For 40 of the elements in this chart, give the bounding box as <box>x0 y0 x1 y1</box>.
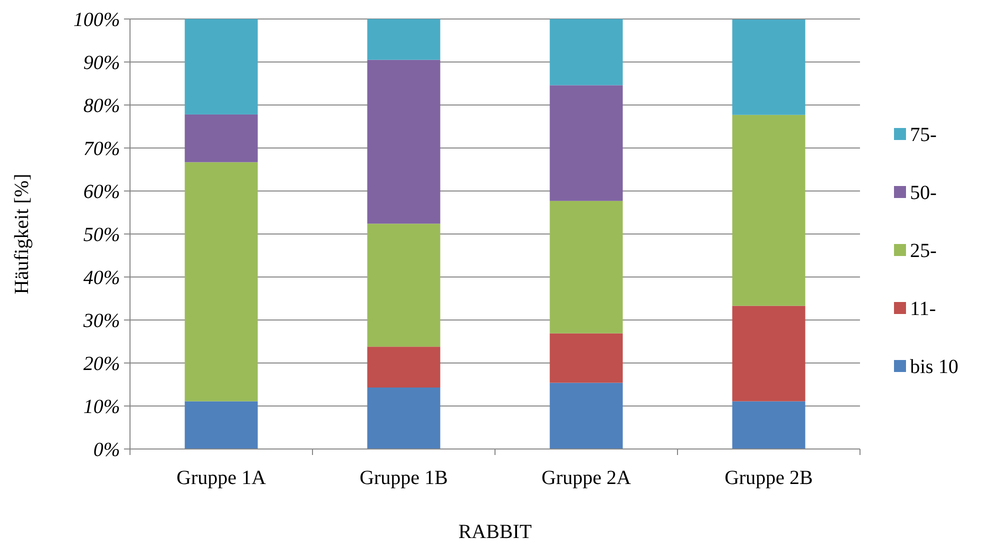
y-tick-label: 80% <box>83 95 120 117</box>
x-tick-label: Gruppe 1A <box>176 467 267 489</box>
y-tick-label: 10% <box>83 396 120 418</box>
legend-label: 25- <box>910 240 937 262</box>
bar <box>550 19 623 86</box>
bar <box>732 401 806 449</box>
bar <box>550 333 623 383</box>
bar <box>732 114 806 306</box>
y-tick-label: 60% <box>83 181 120 203</box>
bar <box>550 382 623 449</box>
x-tick-label: Gruppe 1B <box>360 467 448 489</box>
legend-label: 11- <box>910 298 936 320</box>
bar <box>367 60 440 224</box>
x-tick-label: Gruppe 2A <box>542 467 632 489</box>
bar <box>184 114 258 162</box>
legend-label: bis 10 <box>910 356 958 378</box>
y-tick-label: 50% <box>83 224 120 246</box>
x-tick-label: Gruppe 2B <box>724 467 813 489</box>
legend-label: 50- <box>910 182 937 204</box>
y-tick-label: 30% <box>82 310 120 332</box>
bar <box>367 19 440 60</box>
bar <box>367 388 440 449</box>
legend-label: 75- <box>910 124 937 146</box>
bar <box>184 19 258 114</box>
y-tick-label: 100% <box>73 9 120 31</box>
y-tick-label: 40% <box>83 267 120 289</box>
y-axis-title: Häufigkeit [%] <box>11 174 33 294</box>
y-tick-label: 70% <box>83 138 120 160</box>
bar <box>367 224 440 347</box>
y-tick-label: 20% <box>83 353 120 375</box>
bar <box>367 346 440 388</box>
bar <box>732 19 806 115</box>
y-tick-label: 0% <box>93 439 120 461</box>
bar <box>732 306 806 402</box>
bar <box>184 162 258 402</box>
y-tick-label: 90% <box>83 52 120 74</box>
bar <box>184 401 258 449</box>
x-axis-title: RABBIT <box>458 521 532 543</box>
bar <box>550 85 623 201</box>
bar <box>550 200 623 334</box>
